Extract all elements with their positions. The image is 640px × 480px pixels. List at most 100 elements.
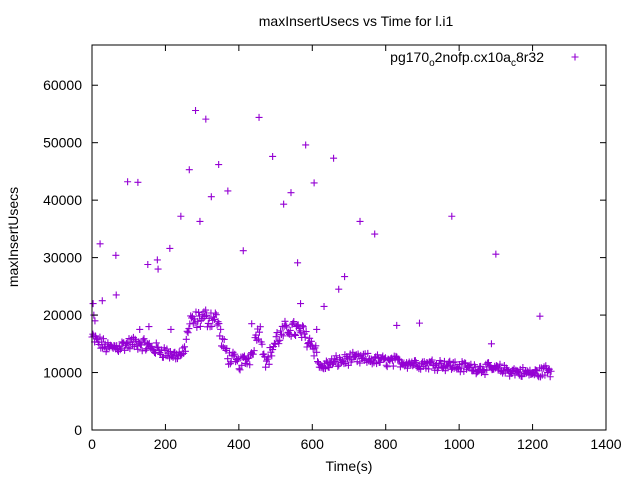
data-point (124, 343, 132, 351)
data-point (249, 350, 257, 358)
data-point-outlier (98, 297, 106, 305)
x-tick-label: 1200 (517, 436, 548, 452)
data-point-outlier (89, 300, 97, 308)
data-point (98, 338, 106, 346)
data-point-outlier (269, 152, 277, 160)
data-point (331, 357, 339, 365)
data-point (462, 359, 470, 367)
data-point (301, 333, 309, 341)
data-point (275, 340, 283, 348)
data-point (382, 361, 390, 369)
data-point (449, 359, 457, 367)
data-point (324, 363, 332, 371)
data-point (154, 343, 162, 351)
data-point-outlier (330, 154, 338, 162)
data-point (530, 371, 538, 379)
data-point-outlier (215, 161, 223, 169)
data-point (149, 346, 157, 354)
data-point-outlier (297, 300, 305, 308)
data-point-outlier (335, 285, 343, 293)
data-point (205, 314, 213, 322)
data-point (409, 362, 417, 370)
data-point (250, 347, 258, 355)
data-point (140, 335, 148, 343)
data-point-outlier (280, 200, 288, 208)
data-point (240, 352, 248, 360)
data-point (246, 361, 254, 369)
data-point-outlier (177, 212, 185, 220)
data-point (215, 320, 223, 328)
data-point (217, 325, 225, 333)
data-point (363, 358, 371, 366)
data-point-outlier (255, 113, 263, 121)
data-point (389, 362, 397, 370)
data-point-outlier (185, 166, 193, 174)
data-point (287, 332, 295, 340)
data-point (197, 316, 205, 324)
data-point-outlier (166, 244, 174, 252)
data-point (223, 344, 231, 352)
data-point (289, 319, 297, 327)
x-axis: 0 200 400 600 800 1000 1200 1400 (88, 45, 622, 452)
data-point (166, 347, 174, 355)
data-point (181, 343, 189, 351)
data-point (307, 341, 315, 349)
data-point-outlier (207, 193, 215, 201)
data-point (477, 362, 485, 370)
y-tick-label: 50000 (43, 135, 82, 151)
x-tick-label: 800 (374, 436, 398, 452)
data-point (152, 339, 160, 347)
data-point (92, 335, 100, 343)
data-point (255, 328, 263, 336)
data-point-outlier (356, 217, 364, 225)
data-point (182, 335, 190, 343)
data-point (403, 364, 411, 372)
data-point (185, 325, 193, 333)
data-point (121, 346, 129, 354)
data-point (96, 333, 104, 341)
x-axis-label: Time(s) (326, 458, 373, 474)
data-point-outlier (196, 217, 204, 225)
data-point (329, 359, 337, 367)
data-point (238, 361, 246, 369)
data-point (451, 358, 459, 366)
data-point (137, 341, 145, 349)
x-tick-label: 200 (154, 436, 178, 452)
data-point (441, 367, 449, 375)
data-point (286, 326, 294, 334)
data-point (193, 323, 201, 331)
data-point (325, 364, 333, 372)
data-point-outlier (310, 179, 318, 187)
plot-frame (91, 44, 607, 431)
data-point (245, 354, 253, 362)
data-point (201, 313, 209, 321)
y-tick-label: 40000 (43, 192, 82, 208)
data-point (115, 343, 123, 351)
data-point (272, 333, 280, 341)
data-point-outlier (341, 273, 349, 281)
data-point (117, 344, 125, 352)
data-point-outlier (294, 259, 302, 267)
data-point (428, 356, 436, 364)
data-point (122, 339, 130, 347)
data-point (138, 347, 146, 355)
data-point (383, 363, 391, 371)
data-point (277, 331, 285, 339)
data-point (519, 364, 527, 372)
y-axis: 0 10000 20000 30000 40000 50000 60000 (43, 77, 606, 438)
data-point (194, 317, 202, 325)
data-point-outlier (153, 256, 161, 264)
data-point (294, 321, 302, 329)
y-tick-label: 30000 (43, 250, 82, 266)
data-point (537, 373, 545, 381)
data-point (299, 322, 307, 330)
data-point (277, 327, 285, 335)
data-point (196, 322, 204, 330)
data-point (369, 357, 377, 365)
data-point (233, 355, 241, 363)
data-point (281, 317, 289, 325)
data-point-outlier (124, 178, 132, 186)
legend-plus-icon (571, 53, 579, 61)
data-point (349, 348, 357, 356)
data-point (425, 365, 433, 373)
